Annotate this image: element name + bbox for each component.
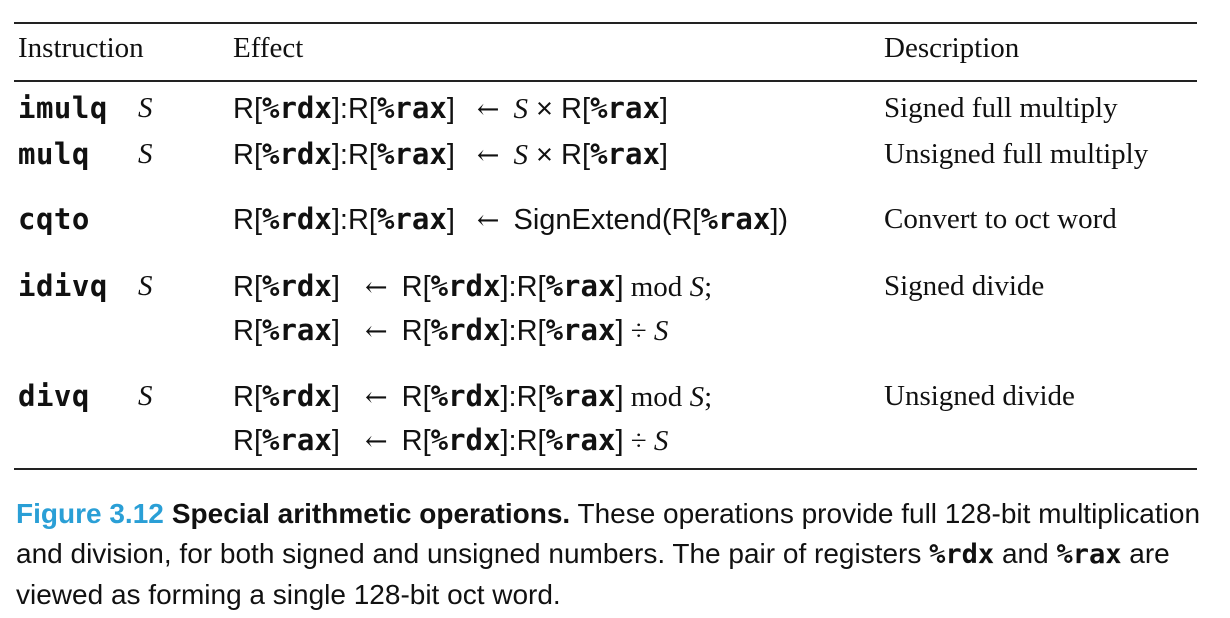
effect-lhs: R[%rdx]:R[%rax] [233, 202, 455, 236]
caption-text: and [994, 538, 1057, 569]
effect-expression: R[%rdx]:R[%rax] ← SignExtend(R[%rax]) [233, 201, 788, 239]
left-arrow-icon: ← [365, 426, 388, 457]
caption-register: %rax [1056, 539, 1122, 570]
effect-expression: R[%rdx] ← R[%rdx]:R[%rax] mod S; [233, 268, 712, 306]
instruction-operand: S [138, 92, 153, 124]
instruction-opcode: cqto [18, 202, 90, 236]
row-description: Unsigned full multiply [884, 138, 1149, 170]
left-arrow-icon: ← [476, 140, 500, 171]
row-description: Signed divide [884, 270, 1045, 302]
left-arrow-icon: ← [365, 272, 388, 303]
figure-title: Special arithmetic operations. [171, 498, 571, 529]
effect-lhs: R[%rax] [233, 423, 340, 457]
effect-lhs: R[%rdx] [233, 379, 340, 413]
effect-rhs: S × R[%rax] [513, 91, 668, 125]
effect-lhs: R[%rax] [233, 313, 340, 347]
effect-rhs: R[%rdx]:R[%rax] ÷ S [401, 423, 669, 457]
header-effect: Effect [233, 32, 304, 64]
effect-rhs: SignExtend(R[%rax]) [513, 202, 789, 236]
instruction-operand: S [138, 270, 153, 302]
effect-lhs: R[%rdx] [233, 269, 340, 303]
figure-caption: Figure 3.12 Special arithmetic operations… [16, 494, 1206, 615]
effect-expression: R[%rax] ← R[%rdx]:R[%rax] ÷ S [233, 312, 668, 350]
effect-expression: R[%rdx] ← R[%rdx]:R[%rax] mod S; [233, 378, 712, 416]
effect-expression: R[%rdx]:R[%rax] ← S × R[%rax] [233, 90, 668, 128]
top-rule [14, 22, 1197, 24]
header-description: Description [884, 32, 1020, 64]
caption-register: %rdx [929, 539, 995, 570]
instruction-operand: S [138, 380, 153, 412]
instruction-opcode: divq [18, 379, 90, 413]
effect-rhs: R[%rdx]:R[%rax] mod S; [401, 379, 713, 413]
effect-lhs: R[%rdx]:R[%rax] [233, 137, 455, 171]
instruction-opcode: idivq [18, 269, 108, 303]
left-arrow-icon: ← [365, 316, 388, 347]
row-description: Unsigned divide [884, 380, 1075, 412]
figure-number: Figure 3.12 [16, 498, 164, 529]
left-arrow-icon: ← [365, 382, 388, 413]
caption-text: These operations provide full 128-bit mu… [16, 498, 1201, 569]
header-rule [14, 80, 1197, 82]
effect-rhs: R[%rdx]:R[%rax] ÷ S [401, 313, 669, 347]
row-description: Signed full multiply [884, 92, 1118, 124]
row-description: Convert to oct word [884, 203, 1117, 235]
effect-lhs: R[%rdx]:R[%rax] [233, 91, 455, 125]
bottom-rule [14, 468, 1197, 470]
effect-expression: R[%rax] ← R[%rdx]:R[%rax] ÷ S [233, 422, 668, 460]
instruction-operand: S [138, 138, 153, 170]
effect-rhs: S × R[%rax] [513, 137, 668, 171]
effect-rhs: R[%rdx]:R[%rax] mod S; [401, 269, 713, 303]
left-arrow-icon: ← [476, 205, 500, 236]
instruction-opcode: mulq [18, 137, 90, 171]
header-instruction: Instruction [18, 32, 144, 64]
left-arrow-icon: ← [476, 94, 500, 125]
effect-expression: R[%rdx]:R[%rax] ← S × R[%rax] [233, 136, 668, 174]
instruction-opcode: imulq [18, 91, 108, 125]
caption-text: are viewed as forming a single 128-bit o… [16, 538, 1170, 610]
